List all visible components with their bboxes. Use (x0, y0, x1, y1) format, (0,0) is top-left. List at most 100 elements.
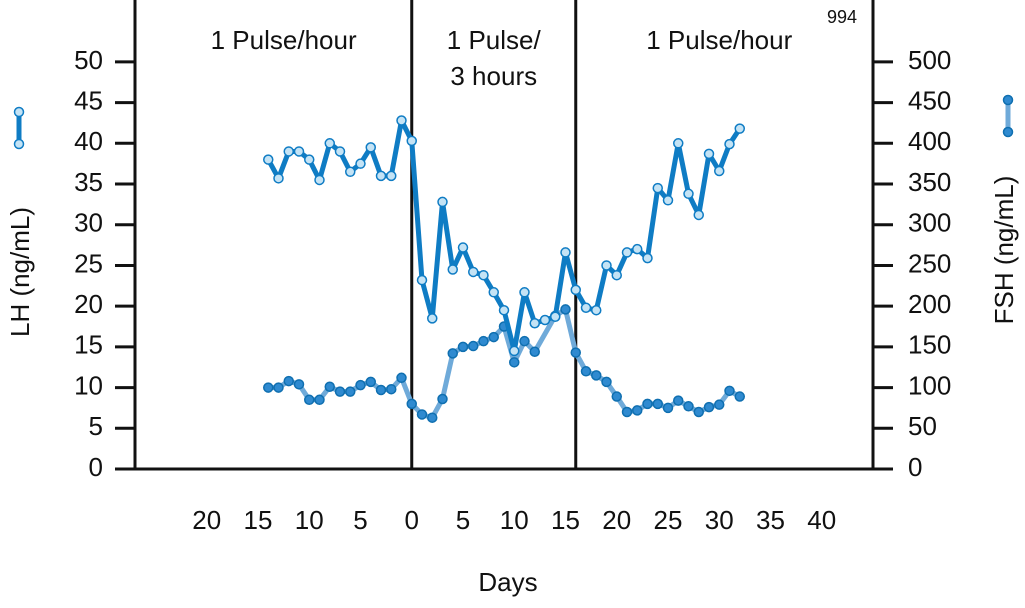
data-point (560, 304, 571, 315)
data-point (632, 243, 643, 255)
data-point (734, 123, 745, 134)
data-point (662, 402, 674, 414)
series-fsh (263, 304, 745, 423)
data-point (447, 264, 458, 275)
data-point (673, 395, 684, 406)
x-tick-label: 20 (192, 505, 221, 535)
data-point (519, 335, 530, 347)
y2-tick-label: 450 (908, 85, 951, 115)
y2-tick-label: 100 (908, 370, 951, 400)
data-point (642, 252, 653, 264)
y2-tick-label: 150 (908, 330, 951, 360)
data-point (416, 274, 428, 286)
data-point (478, 269, 489, 281)
data-point (498, 304, 510, 316)
y2-tick-label: 250 (908, 248, 951, 278)
x-tick-label: 35 (756, 505, 785, 535)
y2-tick-label: 50 (908, 411, 937, 441)
region-label: 1 Pulse/ (447, 25, 542, 55)
data-point (601, 376, 612, 388)
data-point (293, 146, 305, 157)
y-axis-title: LH (ng/mL) (5, 207, 35, 337)
data-point (345, 386, 356, 397)
y2-tick-label: 200 (908, 289, 951, 319)
data-point (488, 331, 499, 343)
data-point (673, 138, 684, 149)
data-point (437, 393, 448, 405)
data-point (529, 318, 540, 329)
data-point (273, 173, 284, 184)
legend-lh (13, 106, 25, 150)
x-tick-label: 40 (807, 505, 836, 535)
data-point (365, 376, 376, 388)
y2-axis-title: FSH (ng/mL) (989, 176, 1019, 325)
data-point (365, 142, 376, 153)
y-tick-label: 25 (74, 248, 103, 278)
data-point (283, 375, 294, 387)
data-point (427, 313, 438, 324)
data-point (652, 398, 663, 410)
frame (133, 0, 875, 471)
data-point (324, 381, 335, 393)
y-tick-label: 35 (74, 167, 103, 197)
data-point (304, 154, 315, 165)
region-label: 1 Pulse/hour (646, 25, 792, 55)
data-point (662, 195, 674, 206)
data-point (683, 188, 694, 200)
x-tick-label: 25 (654, 505, 683, 535)
data-point (427, 412, 438, 423)
data-point (570, 347, 581, 358)
data-point (601, 260, 612, 271)
data-point (478, 335, 489, 347)
y-tick-label: 40 (74, 126, 103, 156)
data-point (406, 135, 417, 147)
data-point (621, 406, 633, 418)
data-point (580, 366, 592, 377)
data-point (519, 287, 530, 298)
data-point (355, 379, 366, 391)
region-label: 3 hours (450, 61, 537, 91)
data-point (714, 165, 725, 177)
data-point (693, 209, 704, 221)
y-tick-label: 15 (74, 330, 103, 360)
x-tick-label: 5 (353, 505, 367, 535)
data-point (304, 394, 315, 406)
data-point (273, 382, 284, 393)
series-lh (263, 115, 745, 357)
data-point (488, 287, 499, 298)
y2-tick-label: 350 (908, 167, 951, 197)
data-point (345, 166, 356, 178)
data-point (386, 170, 397, 182)
data-point (683, 401, 694, 412)
data-point (334, 146, 346, 157)
y2-tick-label: 400 (908, 126, 951, 156)
x-tick-label: 30 (705, 505, 734, 535)
data-point (416, 409, 428, 420)
x-tick-label: 0 (405, 505, 419, 535)
data-point (734, 391, 745, 402)
figure-number: 994 (827, 7, 857, 27)
data-point (468, 340, 479, 352)
region-label: 1 Pulse/hour (211, 25, 357, 55)
data-point (468, 266, 479, 278)
data-point (703, 148, 715, 160)
data-point (375, 384, 387, 396)
data-point (355, 158, 366, 169)
data-point (591, 304, 602, 316)
data-point (621, 247, 633, 258)
y2-tick-label: 500 (908, 45, 951, 75)
data-point (314, 394, 325, 406)
x-tick-label: 10 (295, 505, 324, 535)
data-point (611, 391, 622, 402)
data-point (703, 401, 715, 413)
data-point (375, 170, 387, 182)
data-point (724, 385, 735, 397)
data-point (693, 406, 704, 418)
data-point (406, 398, 417, 410)
data-point (334, 386, 346, 397)
data-point (509, 345, 520, 357)
data-point (263, 154, 274, 165)
y-tick-label: 10 (74, 370, 103, 400)
data-point (642, 398, 653, 410)
data-point (611, 269, 622, 281)
